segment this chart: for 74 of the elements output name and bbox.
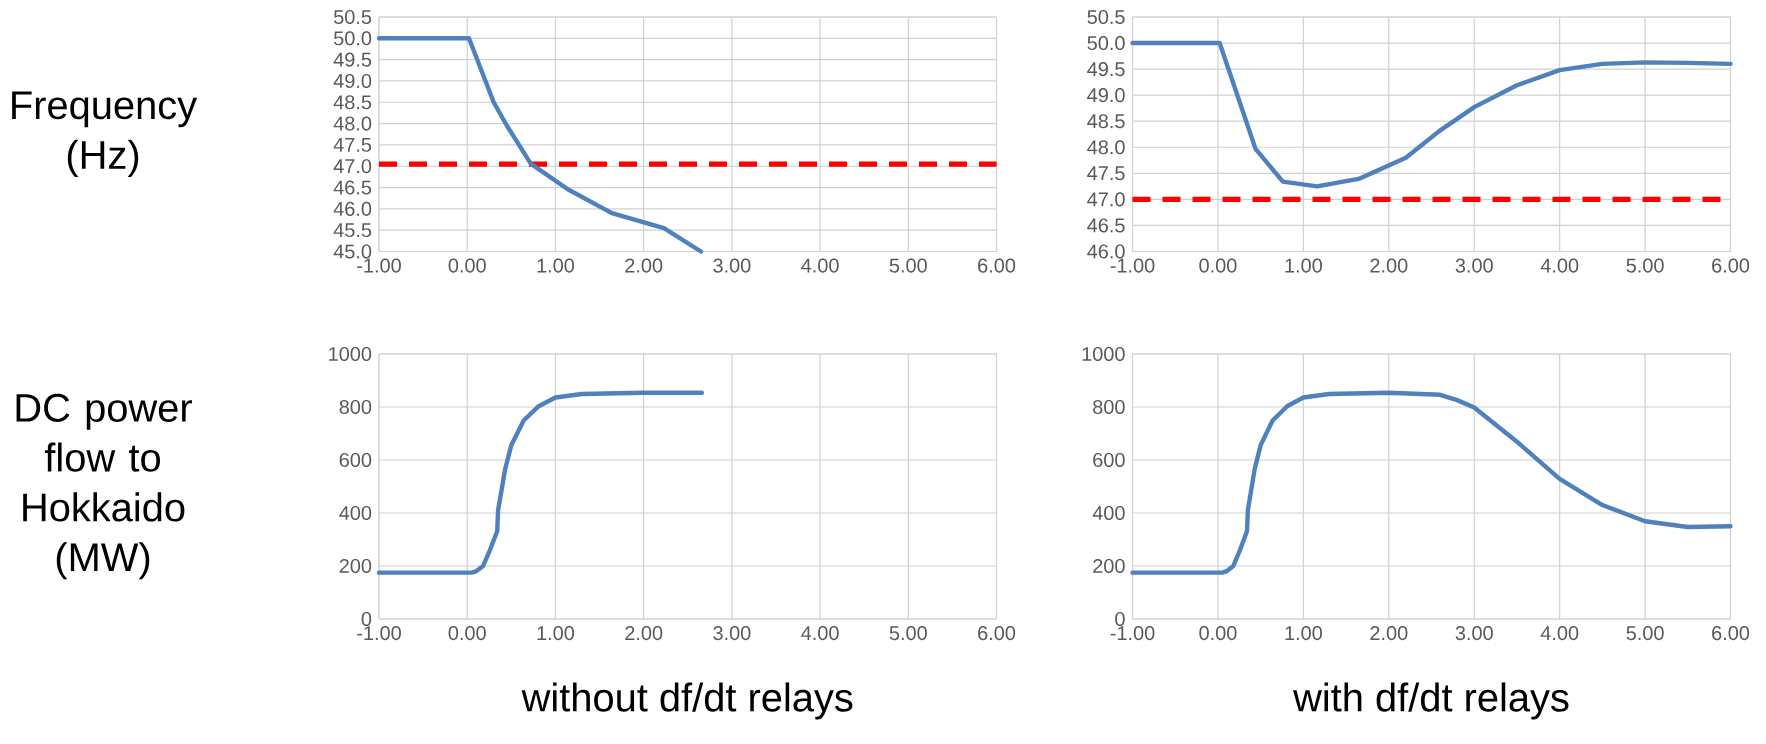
x-tick-label: 4.00: [801, 258, 839, 273]
y-tick-label: 47.0: [333, 159, 372, 174]
x-tick-label: 4.00: [1540, 626, 1579, 641]
x-tick-label: 4.00: [1540, 258, 1579, 273]
x-tick-label: 0.00: [448, 626, 486, 641]
x-tick-label: 5.00: [889, 626, 927, 641]
y-tick-label: 48.5: [1087, 114, 1125, 129]
x-tick-label: 1.00: [537, 626, 575, 641]
x-axis-title: with df/dt relays: [1293, 682, 1569, 720]
x-tick-label: 2.00: [1370, 626, 1408, 641]
y-tick-label: 50.0: [1087, 36, 1125, 51]
x-tick-label: 6.00: [1712, 626, 1750, 641]
x-tick-label: 0.00: [1199, 258, 1237, 273]
y-tick-label: 600: [339, 452, 372, 468]
line-series: [1130, 390, 1733, 575]
x-tick-label: 6.00: [1712, 258, 1750, 273]
x-tick-label: 0.00: [1199, 626, 1237, 641]
y-tick-label: 0: [1115, 611, 1125, 627]
y-tick-label: 48.5: [333, 95, 372, 110]
x-tick-label: 4.00: [801, 626, 839, 641]
x-tick-label: 5.00: [889, 258, 927, 273]
x-tick-label: 3.00: [713, 626, 751, 641]
y-tick-label: 50.5: [333, 9, 372, 25]
x-tick-label: 2.00: [1370, 258, 1408, 273]
x-tick-label: 1.00: [537, 258, 575, 273]
y-tick-label: 200: [339, 558, 372, 574]
x-axis-title: without df/dt relays: [521, 682, 853, 720]
y-tick-label: 46.5: [333, 180, 372, 195]
y-tick-label: 200: [1093, 558, 1125, 574]
y-tick-label: 800: [1093, 399, 1125, 415]
x-tick-label: 6.00: [978, 626, 1016, 641]
y-tick-label: 45.5: [333, 223, 372, 238]
x-tick-label: 1.00: [1285, 626, 1322, 641]
y-tick-label: 400: [339, 505, 372, 521]
x-tick-label: 1.00: [1285, 258, 1322, 273]
y-tick-label: 50.0: [333, 31, 372, 46]
y-tick-label: 47.5: [1087, 166, 1125, 181]
y-tick-label: 45.0: [333, 244, 372, 259]
y-tick-label: 49.0: [333, 73, 372, 88]
x-tick-label: 6.00: [978, 258, 1016, 273]
y-tick-label: 400: [1092, 505, 1125, 521]
y-tick-label: 47.5: [333, 137, 372, 152]
y-tick-label: 600: [1093, 452, 1125, 468]
y-tick-label: 46.5: [1087, 218, 1125, 233]
y-tick-label: 50.5: [1087, 9, 1125, 25]
y-tick-label: 49.5: [333, 52, 372, 67]
y-tick-label: 1000: [329, 346, 372, 362]
x-tick-label: 0.00: [448, 258, 486, 273]
y-tick-label: 800: [339, 399, 372, 415]
line-series: [376, 390, 705, 575]
y-tick-label: 1000: [1082, 346, 1125, 362]
x-tick-label: 5.00: [1626, 258, 1664, 273]
x-tick-label: -1.00: [357, 258, 401, 273]
y-tick-label: 0: [361, 611, 372, 627]
x-tick-label: -1.00: [357, 626, 401, 641]
y-tick-label: 48.0: [1087, 140, 1125, 155]
y-tick-label: 46.0: [333, 201, 372, 216]
line-series: [376, 36, 704, 254]
y-axis-title: Frequency (Hz): [12, 91, 198, 177]
x-tick-label: 2.00: [625, 626, 663, 641]
x-tick-label: 3.00: [1455, 258, 1493, 273]
x-tick-label: 3.00: [1455, 626, 1493, 641]
y-tick-label: 47.0: [1087, 192, 1125, 207]
x-tick-label: -1.00: [1110, 258, 1155, 273]
y-tick-label: 49.0: [1087, 88, 1125, 103]
y-tick-label: 46.0: [1087, 244, 1125, 259]
x-tick-label: 5.00: [1626, 626, 1664, 641]
y-tick-label: 49.5: [1087, 62, 1125, 77]
x-tick-label: -1.00: [1110, 626, 1155, 641]
y-tick-label: 48.0: [333, 116, 372, 131]
x-tick-label: 3.00: [713, 258, 751, 273]
x-tick-label: 2.00: [625, 258, 663, 273]
line-series: [1130, 40, 1733, 189]
y-axis-title: DC power flow to Hokkaido (MW): [16, 393, 192, 580]
